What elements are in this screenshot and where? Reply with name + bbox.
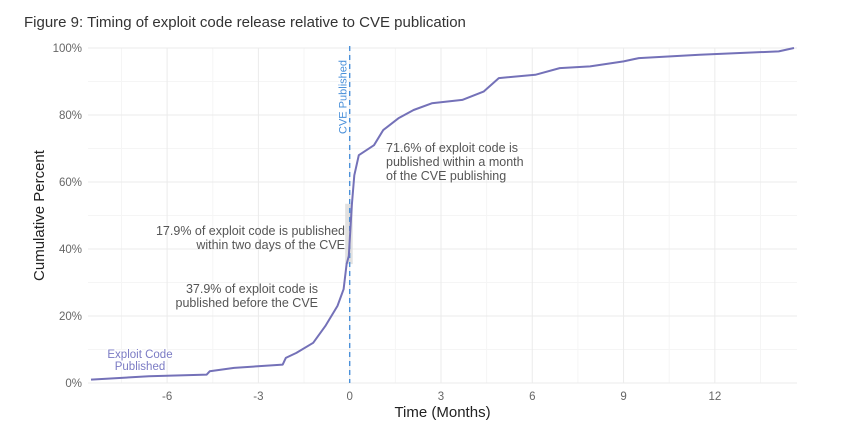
- x-tick-label: -3: [253, 391, 263, 403]
- annotation-line: 71.6% of exploit code is: [386, 141, 518, 155]
- annotation-line: of the CVE publishing: [386, 169, 506, 183]
- x-tick-label: 12: [708, 391, 721, 403]
- annotation-within-two-days: 17.9% of exploit code is published within…: [156, 224, 345, 252]
- annotation-line: published within a month: [386, 155, 524, 169]
- cumulative-curve: [90, 47, 795, 381]
- y-tick-label: 60%: [59, 177, 82, 189]
- x-tick-label: 6: [529, 391, 535, 403]
- y-tick-label: 80%: [59, 110, 82, 122]
- grid-minor: [88, 48, 797, 383]
- x-tick-label: 0: [346, 391, 352, 403]
- x-axis-label: Time (Months): [394, 404, 490, 421]
- x-tick-label: 3: [438, 391, 444, 403]
- y-axis-label: Cumulative Percent: [31, 149, 48, 281]
- annotation-line: 37.9% of exploit code is: [186, 282, 318, 296]
- x-tick-label: 9: [620, 391, 626, 403]
- annotation-line: within two days of the CVE: [195, 238, 345, 252]
- x-tick-label: -6: [162, 391, 172, 403]
- y-tick-label: 20%: [59, 311, 82, 323]
- x-tick-labels: -6 -3 0 3 6 9 12: [162, 391, 721, 403]
- annotation-line: Exploit Code: [107, 349, 172, 361]
- cve-published-label: CVE Published: [338, 60, 350, 134]
- series-label-exploit-code-published: Exploit Code Published: [107, 349, 172, 373]
- y-tick-label: 40%: [59, 244, 82, 256]
- annotation-line: published before the CVE: [176, 296, 318, 310]
- y-tick-label: 0%: [65, 378, 82, 390]
- annotation-line: 17.9% of exploit code is published: [156, 224, 345, 238]
- figure-title: Figure 9: Timing of exploit code release…: [24, 14, 466, 31]
- y-tick-label: 100%: [53, 43, 82, 55]
- two-day-highlight-band: [345, 203, 353, 265]
- annotation-line: Published: [115, 361, 166, 373]
- curve-points: [91, 47, 794, 380]
- y-tick-labels: 0% 20% 40% 60% 80% 100%: [53, 43, 82, 390]
- annotation-within-month: 71.6% of exploit code is published within…: [386, 141, 524, 183]
- annotation-before-cve: 37.9% of exploit code is published before…: [176, 282, 318, 310]
